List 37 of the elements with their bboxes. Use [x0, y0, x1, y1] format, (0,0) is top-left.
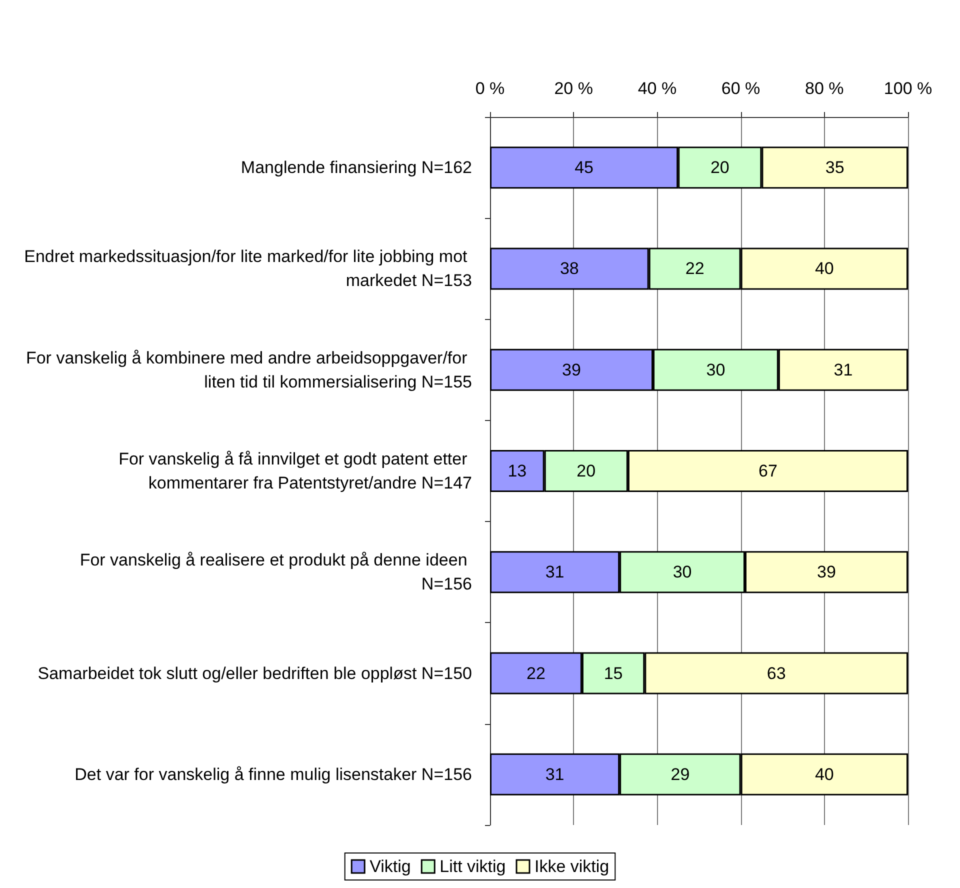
data-label: 31 — [545, 562, 564, 582]
x-tick-label: 60 % — [721, 79, 760, 98]
data-label: 30 — [672, 562, 692, 582]
legend-label: Viktig — [370, 857, 411, 876]
y-tick-label: Manglende finansiering N=162 — [240, 158, 472, 178]
data-label: 40 — [814, 764, 834, 784]
data-label: 31 — [834, 360, 853, 380]
y-tick-label: Endret markedssituasjon/for lite marked/for lite jobbing mot markedet N=153 — [24, 247, 472, 290]
data-label: 30 — [706, 360, 726, 380]
data-label: 67 — [758, 462, 778, 480]
data-label: 13 — [508, 462, 527, 480]
data-label: 20 — [576, 462, 596, 480]
data-label: 31 — [545, 764, 564, 784]
data-label: 39 — [817, 562, 836, 582]
data-label: 63 — [766, 664, 786, 683]
x-tick-label: 20 % — [554, 79, 593, 98]
data-label: 20 — [710, 158, 730, 178]
x-tick-label: 100 % — [884, 79, 932, 98]
y-tick-label: For vanskelig å få innvilget et godt patent etter kommentarer fra Patentstyret/andre N=147 — [118, 450, 472, 492]
data-label: 35 — [825, 158, 844, 178]
data-label: 38 — [560, 259, 579, 278]
data-label: 39 — [562, 360, 581, 380]
y-tick-label: Samarbeidet tok slutt og/eller bedriften ble oppløst N=150 — [38, 664, 472, 683]
data-label: 45 — [574, 158, 594, 178]
x-tick-label: 40 % — [638, 79, 677, 98]
data-label: 22 — [685, 259, 704, 278]
data-label: 29 — [670, 764, 690, 784]
x-tick-label: 80 % — [805, 79, 844, 98]
legend-label: Ikke viktig — [534, 857, 610, 876]
data-label: 15 — [604, 664, 623, 683]
y-tick-label: For vanskelig å realisere et produkt på denne ideen N=156 — [80, 550, 472, 594]
data-label: 22 — [526, 664, 546, 683]
data-label: 40 — [814, 259, 834, 278]
y-tick-label: Det var for vanskelig å finne mulig lisenstaker N=156 — [74, 764, 472, 784]
x-tick-label: 0 % — [475, 79, 505, 98]
legend-label: Litt viktig — [440, 857, 506, 876]
y-tick-label: For vanskelig å kombinere med andre arbeidsoppgaver/for liten tid til kommersialisering N=155 — [26, 348, 472, 392]
